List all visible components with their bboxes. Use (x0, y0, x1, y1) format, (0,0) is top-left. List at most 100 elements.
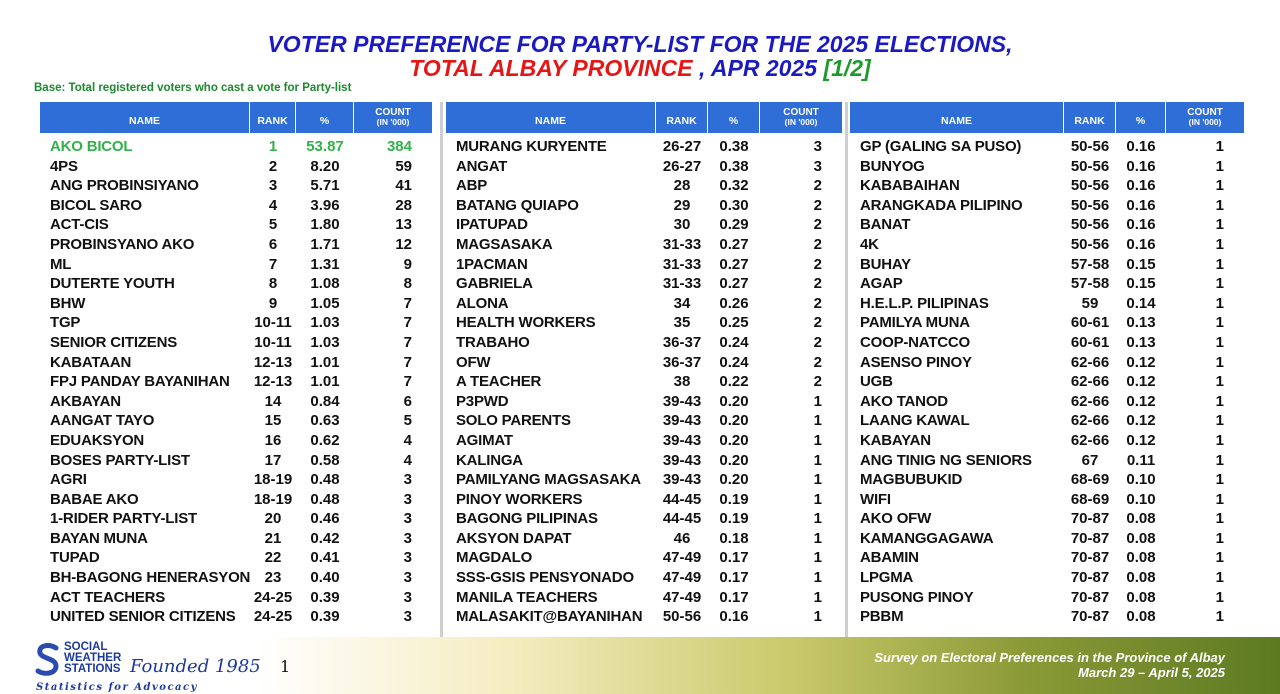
table-row: KALINGA 39-43 0.20 1 (446, 451, 842, 471)
count-cell: 1 (813, 451, 822, 469)
table-row: BAGONG PILIPINAS 44-45 0.19 1 (446, 509, 842, 529)
table-panel-1: NAME RANK% COUNT (IN '000) AKO BICOL 1 53.87 38… (40, 102, 432, 627)
header-rank: RANK (250, 102, 296, 133)
title-province: TOTAL ALBAY PROVINCE (409, 55, 693, 81)
percent-cell: 0.27 (719, 235, 749, 253)
party-name: FPJ PANDAY BAYANIHAN (50, 373, 230, 391)
table-row: LPGMA 70-87 0.08 1 (850, 568, 1244, 588)
party-name: UGB (860, 373, 893, 391)
rank-cell: 4 (268, 196, 278, 214)
percent-cell: 0.62 (310, 431, 340, 449)
percent-cell: 0.08 (1126, 608, 1156, 626)
party-name: AANGAT TAYO (50, 412, 155, 430)
percent-cell: 0.19 (719, 490, 749, 508)
percent-cell: 0.10 (1126, 471, 1156, 489)
percent-cell: 0.84 (310, 392, 340, 410)
party-name: KAMANGGAGAWA (860, 529, 994, 547)
count-cell: 1 (813, 608, 822, 626)
table-row: TRABAHO 36-37 0.24 2 (446, 333, 842, 353)
percent-cell: 0.17 (719, 569, 749, 587)
table-row: ASENSO PINOY 62-66 0.12 1 (850, 353, 1244, 373)
party-name: 1PACMAN (456, 255, 528, 273)
count-cell: 4 (403, 451, 412, 469)
party-name: PBBM (860, 608, 904, 626)
party-name: ACT TEACHERS (50, 588, 166, 606)
table-row: BUHAY 57-58 0.15 1 (850, 255, 1244, 275)
count-cell: 2 (813, 177, 822, 195)
rank-cell: 20 (264, 510, 282, 528)
percent-cell: 0.38 (719, 138, 749, 155)
percent-cell: 0.30 (719, 196, 749, 214)
rank-cell: 57-58 (1070, 275, 1110, 293)
page-number: 1 (280, 657, 291, 676)
percent-cell: 0.27 (719, 275, 749, 293)
count-cell: 384 (386, 138, 412, 155)
count-cell: 1 (1215, 138, 1224, 155)
header-count: COUNT (IN '000) (760, 102, 842, 133)
rank-cell: 14 (264, 392, 282, 410)
table-row: ML 7 1.31 9 (40, 255, 432, 275)
rank-cell: 39-43 (662, 451, 702, 469)
count-cell: 3 (403, 490, 412, 508)
count-cell: 1 (1215, 569, 1224, 587)
percent-cell: 0.12 (1126, 412, 1156, 430)
title-page-indicator: [1/2] (823, 55, 871, 81)
count-cell: 2 (813, 353, 822, 371)
rank-cell: 34 (673, 294, 691, 312)
table-row: PINOY WORKERS 44-45 0.19 1 (446, 490, 842, 510)
percent-cell: 0.15 (1126, 255, 1156, 273)
percent-cell: 0.13 (1126, 314, 1156, 332)
party-name: KABABAIHAN (860, 177, 960, 195)
count-cell: 1 (813, 471, 822, 489)
table-row: MANILA TEACHERS 47-49 0.17 1 (446, 588, 842, 608)
percent-cell: 1.01 (310, 353, 340, 371)
rank-cell: 12-13 (253, 373, 293, 391)
table-row: KAMANGGAGAWA 70-87 0.08 1 (850, 529, 1244, 549)
party-name: OFW (456, 353, 491, 371)
chart-title-line1: VOTER PREFERENCE FOR PARTY-LIST FOR THE … (267, 31, 1013, 57)
table-row: AKBAYAN 14 0.84 6 (40, 392, 432, 412)
table-row: GABRIELA 31-33 0.27 2 (446, 274, 842, 294)
rank-cell: 8 (268, 275, 278, 293)
table-row: ABP 28 0.32 2 (446, 176, 842, 196)
survey-caption: Survey on Electoral Preferences in the P… (874, 650, 1225, 680)
party-name: MURANG KURYENTE (456, 138, 607, 155)
party-name: H.E.L.P. PILIPINAS (860, 294, 989, 312)
table-row: MAGBUBUKID 68-69 0.10 1 (850, 470, 1244, 490)
count-cell: 1 (1215, 373, 1224, 391)
founded-text: Founded 1985 (130, 656, 261, 677)
rank-cell: 23 (264, 569, 282, 587)
count-cell: 2 (813, 196, 822, 214)
rank-cell: 30 (673, 216, 691, 234)
percent-cell: 0.16 (1126, 157, 1156, 175)
rank-cell: 2 (268, 157, 278, 175)
count-cell: 2 (813, 314, 822, 332)
party-name: ACT-CIS (50, 216, 109, 234)
percent-cell: 1.31 (310, 255, 340, 273)
table-row: BABAE AKO 18-19 0.48 3 (40, 490, 432, 510)
rank-cell: 36-37 (662, 353, 702, 371)
table-row: WIFI 68-69 0.10 1 (850, 490, 1244, 510)
percent-cell: 0.20 (719, 451, 749, 469)
table-row: UGB 62-66 0.12 1 (850, 372, 1244, 392)
rank-cell: 31-33 (662, 235, 702, 253)
count-cell: 1 (813, 529, 822, 547)
rank-cell: 62-66 (1070, 431, 1110, 449)
rank-cell: 39-43 (662, 471, 702, 489)
table-row: AKSYON DAPAT 46 0.18 1 (446, 529, 842, 549)
rank-cell: 17 (264, 451, 282, 469)
table-row: OFW 36-37 0.24 2 (446, 353, 842, 373)
rank-cell: 50-56 (1070, 216, 1110, 234)
count-cell: 41 (395, 177, 412, 195)
rank-cell: 10-11 (254, 314, 292, 332)
count-cell: 1 (1215, 490, 1224, 508)
count-cell: 1 (1215, 235, 1224, 253)
table-header: NAME RANK% COUNT (IN '000) (850, 102, 1244, 133)
percent-cell: 0.48 (310, 490, 340, 508)
party-name: 4K (860, 235, 879, 253)
rank-cell: 50-56 (1070, 138, 1110, 155)
table-row: 1PACMAN 31-33 0.27 2 (446, 255, 842, 275)
table-row: BOSES PARTY-LIST 17 0.58 4 (40, 451, 432, 471)
title-date: , APR 2025 (692, 55, 824, 81)
percent-cell: 0.20 (719, 431, 749, 449)
